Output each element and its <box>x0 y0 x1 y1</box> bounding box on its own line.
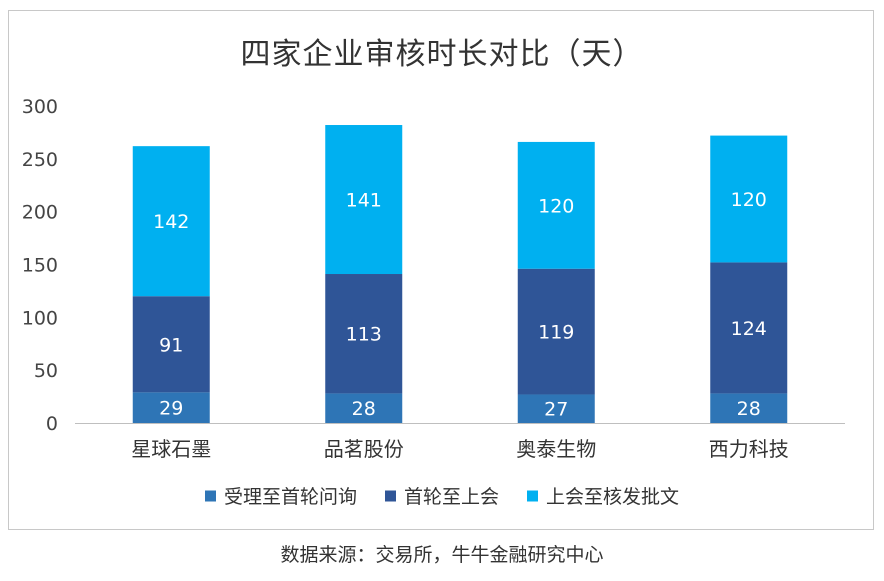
legend-swatch <box>385 490 396 502</box>
bar-segment <box>132 392 210 423</box>
data-label: 119 <box>538 322 574 344</box>
bar-segment <box>325 274 403 394</box>
data-label: 142 <box>153 211 189 233</box>
bar-segment <box>517 268 595 395</box>
x-tick-label: 星球石墨 <box>131 437 211 461</box>
bar-segment <box>710 135 788 263</box>
data-label: 124 <box>731 318 767 340</box>
x-tick-label: 西力科技 <box>709 437 789 461</box>
data-label: 120 <box>538 195 574 217</box>
y-tick-label: 250 <box>22 149 58 171</box>
y-tick-label: 150 <box>22 255 58 277</box>
source-note: 数据来源：交易所，牛牛金融研究中心 <box>280 544 604 566</box>
legend-label: 首轮至上会 <box>404 486 499 508</box>
data-label: 29 <box>159 398 183 420</box>
legend-swatch <box>205 490 216 502</box>
legend-swatch <box>527 490 538 502</box>
data-label: 27 <box>544 399 568 421</box>
data-label: 28 <box>737 398 761 420</box>
y-tick-label: 100 <box>22 307 58 329</box>
bar-segment <box>710 262 788 394</box>
data-label: 141 <box>346 190 382 212</box>
bar-segment <box>710 393 788 423</box>
y-tick-label: 0 <box>46 413 58 435</box>
data-label: 91 <box>159 334 183 356</box>
y-tick-label: 50 <box>34 360 58 382</box>
bar-segment <box>325 393 403 423</box>
y-tick-label: 300 <box>22 96 58 118</box>
data-label: 120 <box>731 189 767 211</box>
data-label: 113 <box>346 324 382 346</box>
bar-segment <box>325 125 403 275</box>
x-tick-label: 品茗股份 <box>324 437 404 461</box>
legend-label: 受理至首轮问询 <box>224 486 357 508</box>
legend-label: 上会至核发批文 <box>546 486 679 508</box>
y-tick-label: 200 <box>22 202 58 224</box>
bar-segment <box>517 141 595 269</box>
x-tick-label: 奥泰生物 <box>516 437 596 461</box>
bar-segment <box>517 394 595 423</box>
bar-segment <box>132 146 210 297</box>
chart-title: 四家企业审核时长对比（天） <box>240 37 644 72</box>
bar-segment <box>132 296 210 393</box>
data-label: 28 <box>352 398 376 420</box>
